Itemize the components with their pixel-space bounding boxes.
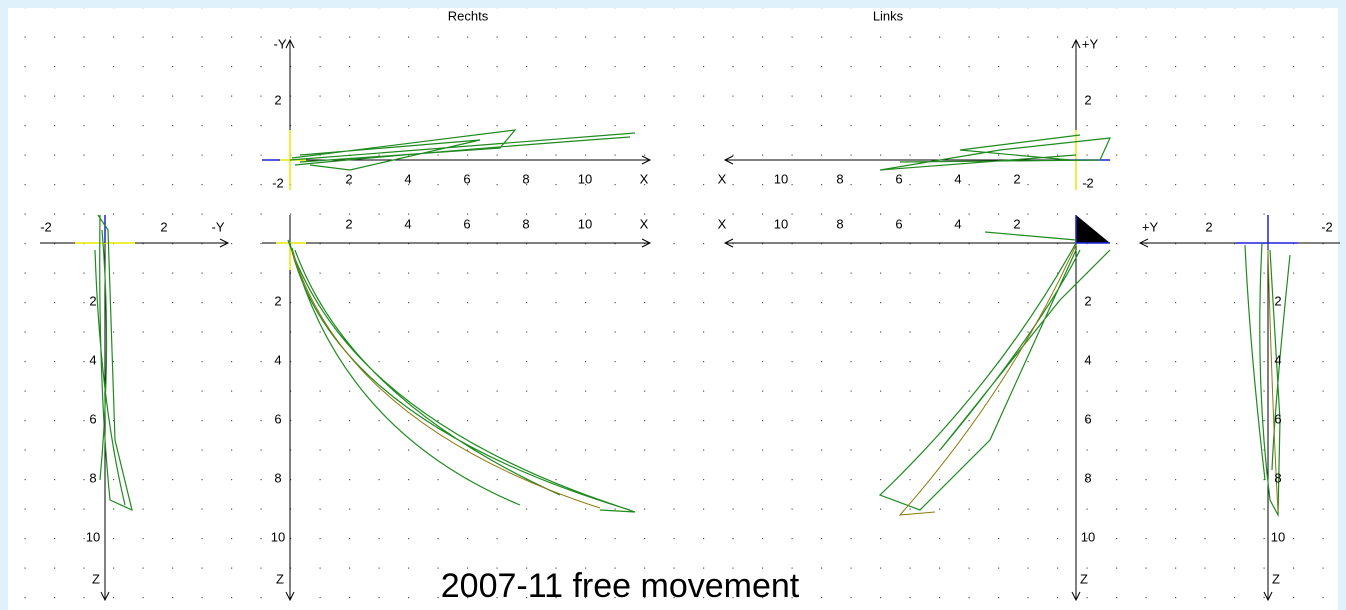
x-tick-label: 2: [160, 219, 167, 234]
x-tick-label: 2: [1205, 219, 1212, 234]
x-tick-label: 2: [1013, 171, 1020, 186]
x-tick-label: 10: [774, 216, 788, 231]
axis-label: Z: [1080, 571, 1088, 586]
x-tick-label: 8: [836, 171, 843, 186]
y-tick-label: -2: [1082, 175, 1094, 190]
axis-label: Z: [92, 571, 100, 586]
y-tick-label: 8: [1084, 470, 1091, 485]
y-tick-label: 6: [274, 411, 281, 426]
y-tick-label: 8: [89, 470, 96, 485]
axis-label: X: [718, 171, 727, 186]
axis-label: X: [640, 171, 649, 186]
x-tick-label: 4: [954, 171, 961, 186]
x-tick-label: 8: [522, 216, 529, 231]
y-tick-label: 4: [1084, 352, 1091, 367]
y-tick-label: 6: [1274, 411, 1281, 426]
y-tick-label: 6: [89, 411, 96, 426]
traces: [94, 129, 1291, 518]
x-tick-label: 10: [774, 171, 788, 186]
axis-label: -Y: [274, 36, 287, 51]
axis-label: +Y: [1082, 36, 1099, 51]
x-tick-label: 6: [463, 171, 470, 186]
y-tick-label: 4: [274, 352, 281, 367]
y-tick-label: 4: [89, 352, 96, 367]
axis-label: X: [640, 216, 649, 231]
x-tick-label: -2: [40, 219, 52, 234]
x-tick-label: 6: [895, 216, 902, 231]
x-tick-label: 10: [578, 216, 592, 231]
y-tick-label: 10: [1081, 529, 1095, 544]
y-tick-label: 2: [274, 92, 281, 107]
dot-grid: [8, 8, 1338, 610]
y-tick-label: 2: [1274, 293, 1281, 308]
x-tick-label: 2: [345, 216, 352, 231]
y-tick-label: 10: [86, 529, 100, 544]
y-tick-label: 8: [274, 470, 281, 485]
y-tick-label: 4: [1274, 352, 1281, 367]
x-tick-label: 4: [404, 216, 411, 231]
y-tick-label: 8: [1274, 470, 1281, 485]
y-tick-label: 2: [1084, 92, 1091, 107]
axis-label: X: [718, 216, 727, 231]
y-tick-label: 6: [1084, 411, 1091, 426]
x-tick-label: 6: [463, 216, 470, 231]
y-tick-label: 2: [274, 293, 281, 308]
y-tick-label: -2: [272, 175, 284, 190]
x-tick-label: -2: [1321, 219, 1333, 234]
axis-label: Z: [276, 571, 284, 586]
panel-title: Links: [873, 8, 904, 23]
panel-title: Rechts: [448, 8, 489, 23]
x-tick-label: 2: [1013, 216, 1020, 231]
axis-label: -Y: [212, 219, 225, 234]
x-tick-label: 4: [954, 216, 961, 231]
x-tick-label: 6: [895, 171, 902, 186]
y-tick-label: 2: [89, 293, 96, 308]
y-tick-label: 10: [271, 529, 285, 544]
x-tick-label: 8: [836, 216, 843, 231]
axis-label: +Y: [1142, 219, 1159, 234]
caption: 2007-11 free movement: [441, 567, 800, 605]
axis-label: Z: [1272, 571, 1280, 586]
y-tick-label: 10: [1271, 529, 1285, 544]
y-tick-label: 2: [1084, 293, 1091, 308]
x-tick-label: 2: [345, 171, 352, 186]
x-tick-label: 8: [522, 171, 529, 186]
x-tick-label: 4: [404, 171, 411, 186]
x-tick-label: 10: [578, 171, 592, 186]
